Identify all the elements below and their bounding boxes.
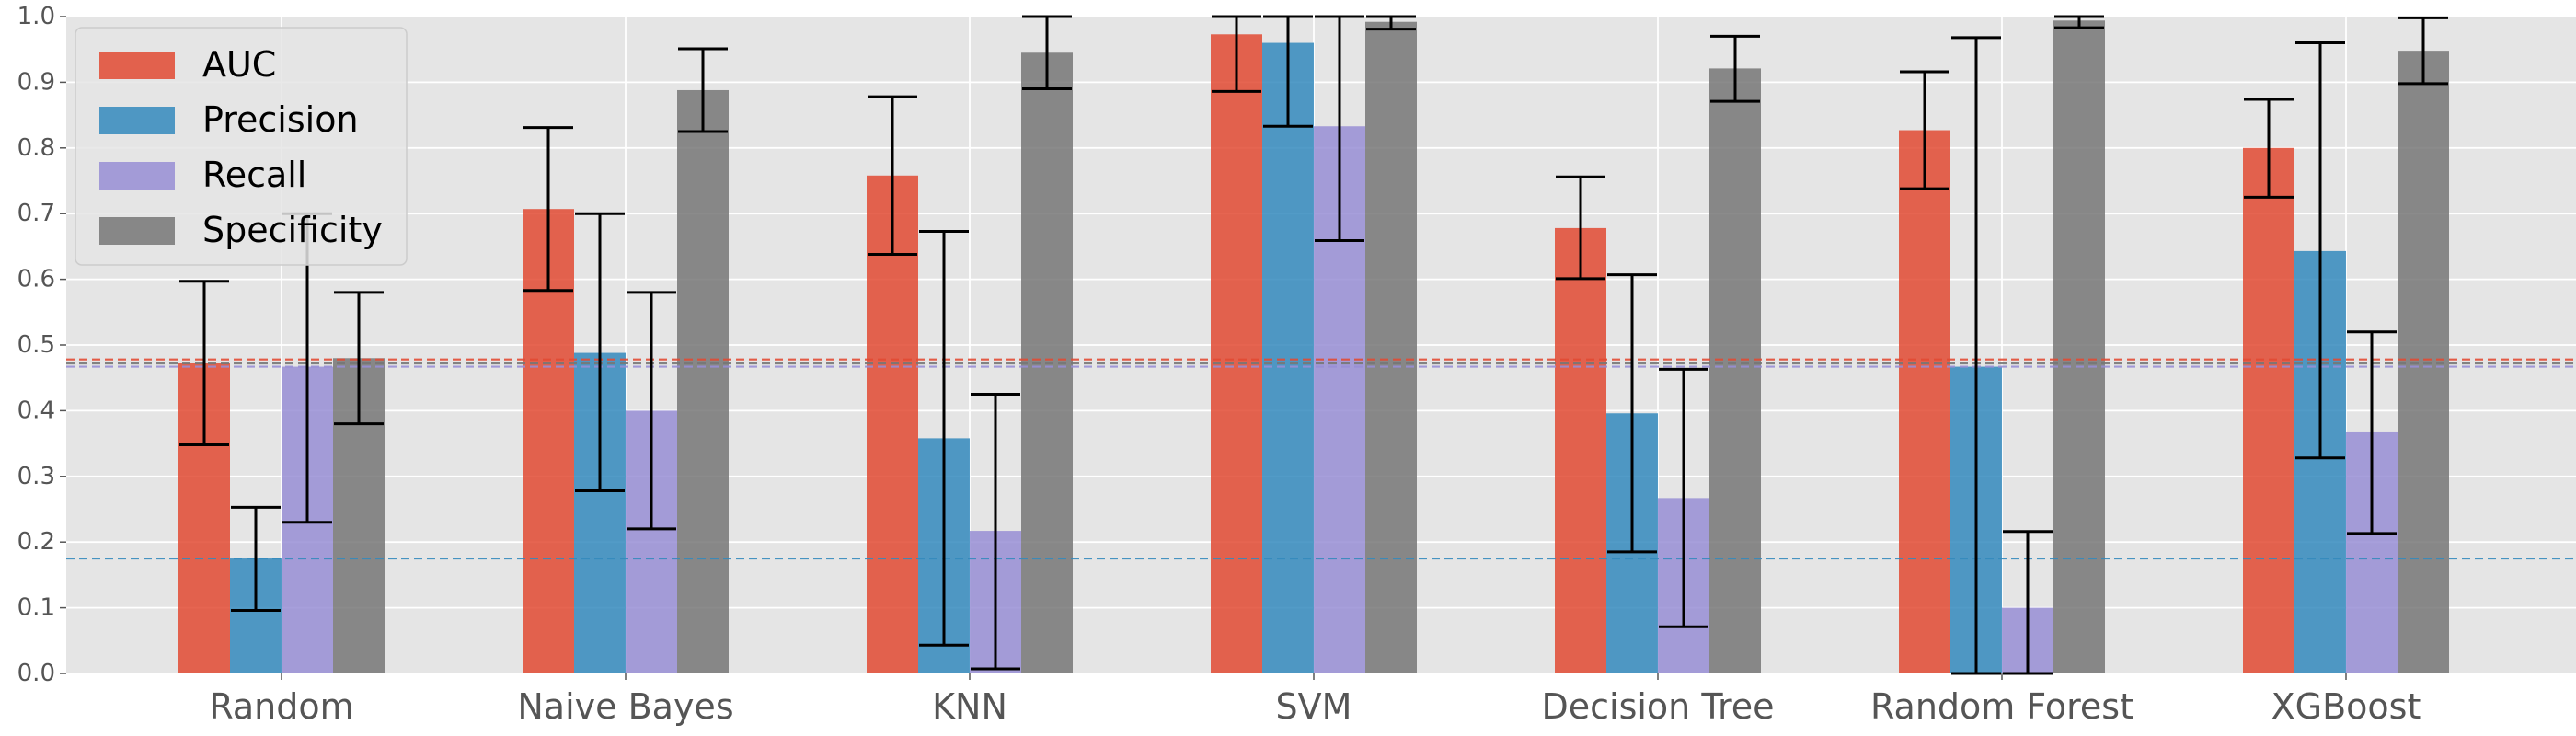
y-axis-ticks: 0.0 0.1 0.2 0.3 0.4 0.5 0.6 0.7 0.8 0.9 1.0 xyxy=(17,3,66,687)
x-axis-ticks: Random Naive Bayes KNN SVM Decision Tree Rand… xyxy=(209,673,2421,727)
bar-specificity-6 xyxy=(2398,51,2449,674)
y-tick-label: 0.6 xyxy=(17,266,55,293)
legend-label-specificity: Specificity xyxy=(202,210,383,250)
bar-auc-5 xyxy=(1899,130,1950,674)
legend-swatch-specificity xyxy=(99,217,175,245)
y-tick-label: 0.5 xyxy=(17,331,55,359)
y-tick-label: 0.8 xyxy=(17,134,55,162)
legend-swatch-recall xyxy=(99,162,175,190)
y-tick-label: 0.1 xyxy=(17,594,55,622)
x-tick-label: SVM xyxy=(1276,686,1352,727)
bars xyxy=(178,20,2449,674)
legend-box xyxy=(75,27,408,266)
reference-lines xyxy=(66,358,2576,560)
y-tick-label: 0.0 xyxy=(17,660,55,687)
bar-specificity-3 xyxy=(1365,21,1417,674)
x-tick-label: Random Forest xyxy=(1870,686,2133,727)
legend-swatch-precision xyxy=(99,107,175,134)
bar-auc-2 xyxy=(867,175,918,674)
legend-swatch-auc xyxy=(99,52,175,79)
bar-specificity-4 xyxy=(1709,68,1761,673)
bar-auc-3 xyxy=(1211,34,1262,673)
y-tick-label: 0.9 xyxy=(17,68,55,96)
y-tick-label: 0.4 xyxy=(17,397,55,424)
x-tick-label: Random xyxy=(209,686,353,727)
bar-auc-6 xyxy=(2243,147,2294,674)
bar-precision-3 xyxy=(1262,42,1314,674)
x-tick-label: Decision Tree xyxy=(1541,686,1774,727)
legend-label-precision: Precision xyxy=(202,99,359,140)
y-tick-label: 1.0 xyxy=(17,3,55,30)
x-tick-label: KNN xyxy=(932,686,1007,727)
y-tick-label: 0.3 xyxy=(17,463,55,490)
y-tick-label: 0.2 xyxy=(17,528,55,556)
x-tick-label: XGBoost xyxy=(2271,686,2421,727)
legend: AUC Precision Recall Specificity xyxy=(75,27,408,266)
bar-specificity-1 xyxy=(677,89,729,673)
legend-label-recall: Recall xyxy=(202,155,306,195)
bar-specificity-5 xyxy=(2053,20,2105,674)
error-bars xyxy=(179,15,2448,675)
bar-auc-4 xyxy=(1555,227,1606,673)
legend-label-auc: AUC xyxy=(202,44,276,85)
x-tick-label: Naive Bayes xyxy=(517,686,733,727)
y-tick-label: 0.7 xyxy=(17,200,55,227)
